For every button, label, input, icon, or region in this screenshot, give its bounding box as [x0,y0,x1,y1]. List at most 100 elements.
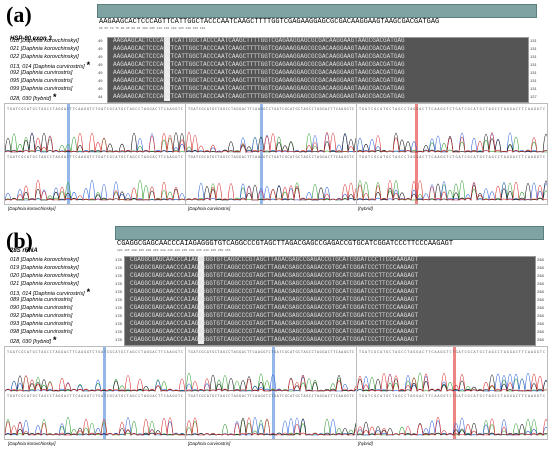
sample-species: Daphnia curvirostris [22,297,71,303]
sample-label: 099 [Daphnia curvirostris] [10,86,73,92]
sample-label: 089 [Daphnia curvirostris] [10,297,73,303]
panel-a-snp-column [164,37,170,101]
panel-a-alignment-block [107,37,529,103]
asterisk-marker: * [53,92,57,102]
row-end-position: 131 [530,62,537,67]
variant-marker [453,347,456,439]
row-start-position: 178 [115,321,122,326]
alignment-row: AAGAAGCACTCCCAGTTCATTGGCTACCCAATCAAGCTTT… [113,53,405,60]
row-end-position: 131 [530,86,537,91]
row-end-position: 131 [530,78,537,83]
row-start-position: 178 [115,289,122,294]
trace-line [5,417,185,436]
panel-a-caption-hybrid: [hybrid] [358,206,373,211]
sample-species: hybrid [34,339,50,345]
base-calls: TGATCGCATGCTAGCCTAGGACTTCAAGGTCTGATCGCAT… [7,107,183,111]
sample-label: 093 [Daphnia curvirostris] [10,321,73,327]
sample-id: 018 [10,38,20,44]
row-end-position: 258 [537,329,544,334]
panel-a-letter: (a) [6,2,32,27]
panel-b-caption-hybrid: [hybrid] [358,441,373,446]
sample-id: 093 [10,321,20,327]
sample-id: 089 [10,297,20,303]
sample-species: Daphnia curvirostris [34,64,84,70]
row-end-position: 258 [537,289,544,294]
sample-species: Daphnia curvirostris [22,305,71,311]
row-end-position: 258 [537,297,544,302]
panel-b-letter: (b) [6,228,33,253]
row-end-position: 131 [530,46,537,51]
row-end-position: 258 [537,313,544,318]
sample-id: 013, 014 [10,64,32,70]
sample-species: hybrid [34,96,50,102]
base-calls: TGATCGCATGCTAGCCTAGGACTTCAAGGTCTGATCGCAT… [359,107,545,111]
alignment-row: CGAGGCGAGCAACCCAIAGAGGGTGTCAGGCCCGTAGCTT… [130,312,419,319]
row-end-position: 131 [530,38,537,43]
panel-b-gene-label: 28S rRNA [10,248,38,254]
row-start-position: 178 [115,337,122,342]
sample-species: Daphnia curvirostris [22,70,71,76]
sample-label: 098 [Daphnia curvirostris] [10,329,73,335]
trace-line [186,131,356,153]
alignment-row: CGAGGCGAGCAACCCAIAGAGGGTGTCAGGCCCGTAGCTT… [130,256,419,263]
trace-line [357,416,547,437]
row-start-position: 178 [115,273,122,278]
alignment-row: CGAGGCGAGCAACCCAIAGAGGGTGTCAGGCCCGTAGCTT… [130,304,419,311]
sample-id: 099 [10,86,20,92]
row-end-position: 258 [537,273,544,278]
panel-a-chromatogram-3: TGATCGCATGCTAGCCTAGGACTTCAAGGTCTGATCGCAT… [356,103,548,205]
alignment-row: CGAGGCGAGCAACCCAIAGAGGGTGTCAGGCCCGTAGCTT… [130,264,419,271]
sample-id: 090 [10,305,20,311]
sample-label: 022 [Daphnia korovchinskyi] [10,54,79,60]
row-end-position: 258 [537,265,544,270]
base-calls: TGATCGCATGCTAGCCTAGGACTTCAAGGTCTGATCGCAT… [359,155,545,159]
asterisk-marker: * [53,335,57,345]
trace-line [5,417,185,437]
sample-id: 095 [10,78,20,84]
trace-line [357,132,547,153]
base-calls: TGATCGCATGCTAGCCTAGGACTTCAAGGTCTGATCGCAT… [188,394,354,398]
sample-label: 028, 030 [hybrid] * [10,335,57,346]
trace-line [5,375,185,392]
sample-species: Daphnia korovchinskyi [22,273,78,279]
panel-a-caption-curvirostris: [Daphnia curvirostris] [188,206,231,211]
trace-line [5,180,185,201]
trace-line [186,133,356,154]
row-start-position: 178 [115,305,122,310]
row-end-position: 258 [537,321,544,326]
base-calls: TGATCGCATGCTAGCCTAGGACTTCAAGGTCTGATCGCAT… [7,155,183,159]
sample-label: 090 [Daphnia curvirostris] [10,305,73,311]
row-start-position: 178 [115,257,122,262]
sample-id: 018 [10,257,20,263]
sample-id: 028, 030 [10,339,32,345]
alignment-row: CGAGGCGAGCAACCCAIAGAGGGTGTCAGGCCCGTAGCTT… [130,320,419,327]
sample-label: 018 [Daphnia korovchinskyi] [10,257,79,263]
row-start-position: 49 [98,54,103,59]
sample-species: Daphnia korovchinskyi [22,46,78,52]
sample-label: 013, 014 [Daphnia curvirostris] * [10,287,91,298]
trace-line [5,416,185,436]
row-start-position: 178 [115,313,122,318]
alignment-row: CGAGGCGAGCAACCCAIAGAGGGTGTCAGGCCCGTAGCTT… [130,328,419,335]
variant-marker [260,104,263,204]
asterisk-marker: * [86,287,91,297]
alignment-row: AAGAAGCACTCCCAGTTCATTGGCTACCCAATCAAGCTTT… [113,77,405,84]
trace-line [186,417,356,436]
sample-label: 028, 030 [hybrid] * [10,92,57,103]
variant-marker [415,104,418,204]
panel-a-header-bar [97,4,537,18]
trace-line [5,132,185,153]
sample-species: Daphnia korovchinskyi [22,38,78,44]
sample-species: Daphnia korovchinskyi [22,281,78,287]
alignment-row: AAGAAGCACTCCCAGTTCATTGGCTACCCAATCAAGCTTT… [113,61,405,68]
sample-id: 013, 014 [10,291,32,297]
variant-marker [272,347,275,439]
sample-label: 021 [Daphnia korovchinskyi] [10,281,79,287]
alignment-row: CGAGGCGAGCAACCCAIAGAGGGTGTCAGGCCCGTAGCTT… [130,288,419,295]
panel-b-ruler: 180 185 190 195 200 205 210 215 220 225 … [117,249,231,252]
alignment-row: CGAGGCGAGCAACCCAIAGAGGGTGTCAGGCCCGTAGCTT… [130,336,419,343]
panel-b-chromatogram-2: TGATCGCATGCTAGCCTAGGACTTCAAGGTCTGATCGCAT… [185,346,357,440]
base-calls: TGATCGCATGCTAGCCTAGGACTTCAAGGTCTGATCGCAT… [359,394,545,398]
sample-species: Daphnia korovchinskyi [22,257,78,263]
row-end-position: 131 [530,54,537,59]
